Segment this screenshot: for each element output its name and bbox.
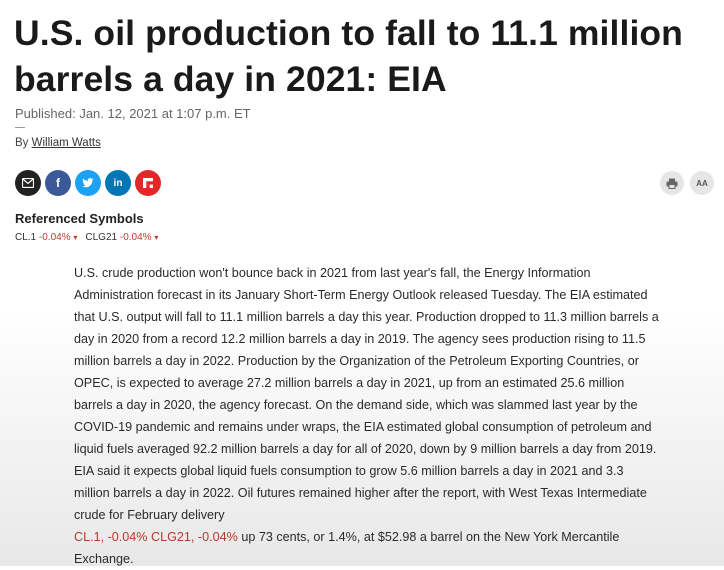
referenced-symbols-list: CL.1 -0.04% ▾ CLG21 -0.04% ▾ [15,232,158,243]
text-size-icon: AA [696,178,708,188]
facebook-share-button[interactable]: f [45,170,71,196]
email-icon [22,178,34,188]
symbol-item[interactable]: CLG21 -0.04% ▾ [85,232,158,243]
flipboard-share-button[interactable] [135,170,161,196]
byline-prefix: By [15,137,29,149]
headline: U.S. oil production to fall to 11.1 mill… [14,13,683,99]
symbol-change: -0.04% [119,232,152,243]
inline-quote-link[interactable]: CL.1, -0.04% CLG21, -0.04% [74,530,238,544]
linkedin-share-button[interactable]: in [105,170,131,196]
article-text-end: up 73 cents, or 1.4%, at $52.98 a barrel… [74,530,620,566]
twitter-share-button[interactable] [75,170,101,196]
referenced-symbols-title: Referenced Symbols [15,211,144,226]
article-body: U.S. crude production won't bounce back … [74,262,660,570]
symbol-ticker: CLG21 [85,232,118,243]
published-timestamp: Published: Jan. 12, 2021 at 1:07 p.m. ET [15,106,251,121]
divider [15,127,25,128]
facebook-icon: f [56,176,60,190]
byline: By William Watts [15,137,101,149]
article-tools: AA [660,171,714,195]
article-text: U.S. crude production won't bounce back … [74,266,659,522]
down-arrow-icon: ▾ [154,233,159,242]
down-arrow-icon: ▾ [73,233,78,242]
email-share-button[interactable] [15,170,41,196]
symbol-item[interactable]: CL.1 -0.04% ▾ [15,232,77,243]
text-size-button[interactable]: AA [690,171,714,195]
flipboard-icon [143,178,153,188]
symbol-change: -0.04% [38,232,71,243]
linkedin-icon: in [113,177,123,189]
author-link[interactable]: William Watts [31,137,101,149]
print-icon [666,178,678,189]
share-buttons: f in [15,170,161,196]
twitter-icon [82,178,94,188]
symbol-ticker: CL.1 [15,232,37,243]
print-button[interactable] [660,171,684,195]
